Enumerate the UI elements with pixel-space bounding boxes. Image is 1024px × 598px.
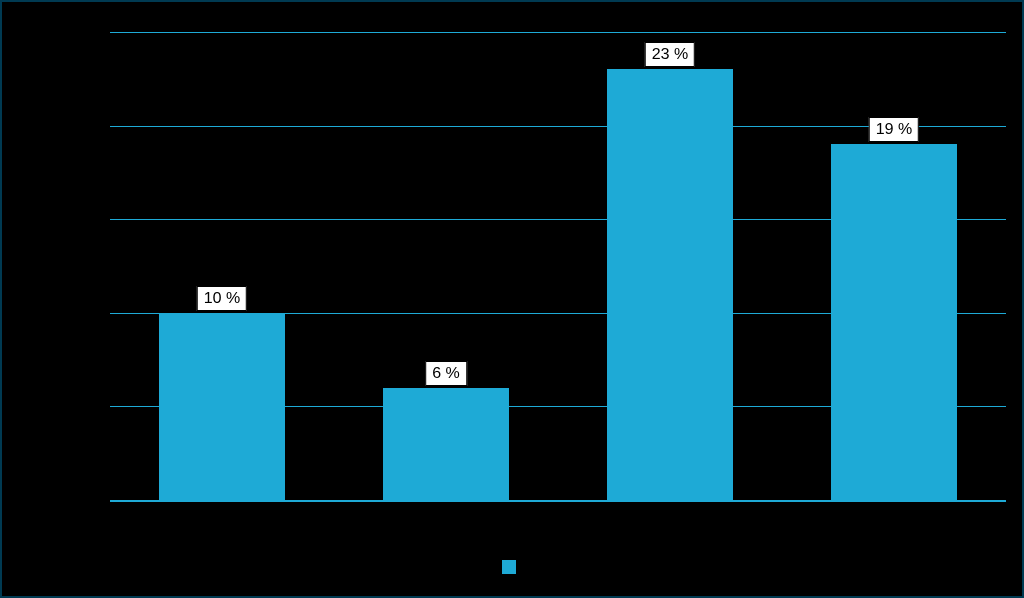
gridline [110,32,1006,33]
bar [607,69,732,500]
bar [383,388,508,500]
bar-value-label: 6 % [425,361,467,386]
bar [159,313,284,500]
legend [2,558,1022,576]
x-axis-baseline [110,500,1006,502]
bar-value-label: 23 % [645,42,695,67]
bar-value-label: 19 % [869,117,919,142]
legend-marker [502,560,516,574]
chart-frame: 10 % 6 % 23 % 19 % [0,0,1024,598]
bar-value-label: 10 % [197,286,247,311]
plot-area: 10 % 6 % 23 % 19 % [110,32,1006,500]
bar [831,144,956,500]
